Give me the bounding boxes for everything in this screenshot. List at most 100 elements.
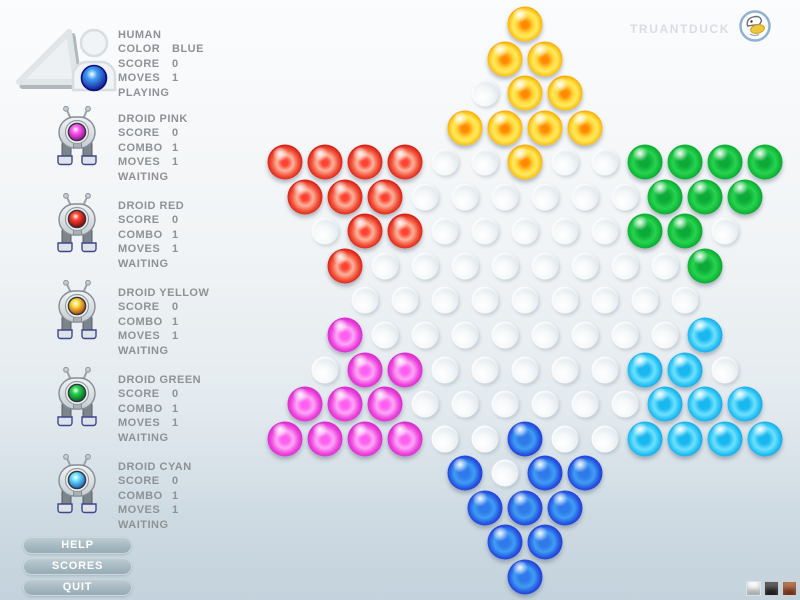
board-hole[interactable] [451,252,479,280]
marble-green[interactable] [707,144,743,180]
marble-magenta[interactable] [267,421,303,457]
marble-blue[interactable] [487,524,523,560]
marble-red[interactable] [347,213,383,249]
board-hole[interactable] [631,286,659,314]
marble-cyan[interactable] [687,386,723,422]
board-hole[interactable] [551,148,579,176]
board-hole[interactable] [571,183,599,211]
marble-yellow[interactable] [507,6,543,42]
marble-yellow[interactable] [507,144,543,180]
board-hole[interactable] [471,425,499,453]
board-hole[interactable] [531,183,559,211]
board-hole[interactable] [451,321,479,349]
marble-yellow[interactable] [527,41,563,77]
board-hole[interactable] [531,390,559,418]
back-button[interactable] [16,29,83,89]
board-hole[interactable] [531,252,559,280]
marble-cyan[interactable] [687,317,723,353]
marble-cyan[interactable] [647,386,683,422]
board-hole[interactable] [671,286,699,314]
marble-cyan[interactable] [627,352,663,387]
marble-yellow[interactable] [567,110,603,146]
board-hole[interactable] [431,286,459,314]
board-hole[interactable] [491,252,519,280]
marble-magenta[interactable] [387,352,423,387]
marble-blue[interactable] [527,455,563,491]
marble-blue[interactable] [507,490,543,526]
marble-red[interactable] [327,248,363,284]
board-hole[interactable] [551,425,579,453]
marble-magenta[interactable] [387,421,423,457]
marble-red[interactable] [287,179,323,215]
marble-cyan[interactable] [627,421,663,457]
board-hole[interactable] [351,286,379,314]
marble-magenta[interactable] [367,386,403,422]
board-hole[interactable] [471,148,499,176]
board-hole[interactable] [651,252,679,280]
marble-red[interactable] [307,144,343,180]
marble-blue[interactable] [547,490,583,526]
marble-yellow[interactable] [447,110,483,146]
marble-green[interactable] [647,179,683,215]
marble-magenta[interactable] [307,421,343,457]
board-hole[interactable] [611,390,639,418]
board-hole[interactable] [431,356,459,383]
board-hole[interactable] [411,252,439,280]
board-hole[interactable] [651,321,679,349]
board-hole[interactable] [491,183,519,211]
board-hole[interactable] [471,79,499,107]
marble-green[interactable] [687,248,723,284]
marble-magenta[interactable] [347,352,383,387]
board-hole[interactable] [451,390,479,418]
board-hole[interactable] [491,321,519,349]
marble-green[interactable] [687,179,723,215]
board-hole[interactable] [451,183,479,211]
marble-red[interactable] [347,144,383,180]
board-hole[interactable] [611,183,639,211]
board-hole[interactable] [711,356,739,383]
marble-cyan[interactable] [747,421,783,457]
marble-cyan[interactable] [707,421,743,457]
board-hole[interactable] [591,356,619,383]
board-hole[interactable] [491,390,519,418]
board-hole[interactable] [371,321,399,349]
black-swatch[interactable] [764,581,779,596]
board-hole[interactable] [411,321,439,349]
board-hole[interactable] [511,286,539,314]
marble-red[interactable] [387,213,423,249]
marble-red[interactable] [367,179,403,215]
marble-magenta[interactable] [287,386,323,422]
marble-cyan[interactable] [727,386,763,422]
board-hole[interactable] [551,286,579,314]
board-hole[interactable] [311,217,339,245]
board-hole[interactable] [591,217,619,245]
board-hole[interactable] [471,217,499,245]
quit-button[interactable]: QUIT [23,579,132,596]
board-hole[interactable] [371,252,399,280]
marble-green[interactable] [667,213,703,249]
marble-yellow[interactable] [527,110,563,146]
board-hole[interactable] [571,321,599,349]
marble-blue[interactable] [467,490,503,526]
board-hole[interactable] [611,321,639,349]
help-button[interactable]: HELP [23,537,132,554]
board-hole[interactable] [491,459,519,487]
board-hole[interactable] [391,286,419,314]
marble-blue[interactable] [507,421,543,457]
marble-yellow[interactable] [547,75,583,111]
marble-green[interactable] [627,144,663,180]
marble-green[interactable] [667,144,703,180]
board-hole[interactable] [431,148,459,176]
marble-magenta[interactable] [327,386,363,422]
marble-green[interactable] [627,213,663,249]
board-hole[interactable] [311,356,339,383]
board-hole[interactable] [411,183,439,211]
white-swatch[interactable] [746,581,761,596]
marble-yellow[interactable] [507,75,543,111]
board-hole[interactable] [471,286,499,314]
duck-logo-icon[interactable] [738,9,772,48]
marble-cyan[interactable] [667,421,703,457]
board-hole[interactable] [591,286,619,314]
marble-red[interactable] [267,144,303,180]
marble-blue[interactable] [567,455,603,491]
